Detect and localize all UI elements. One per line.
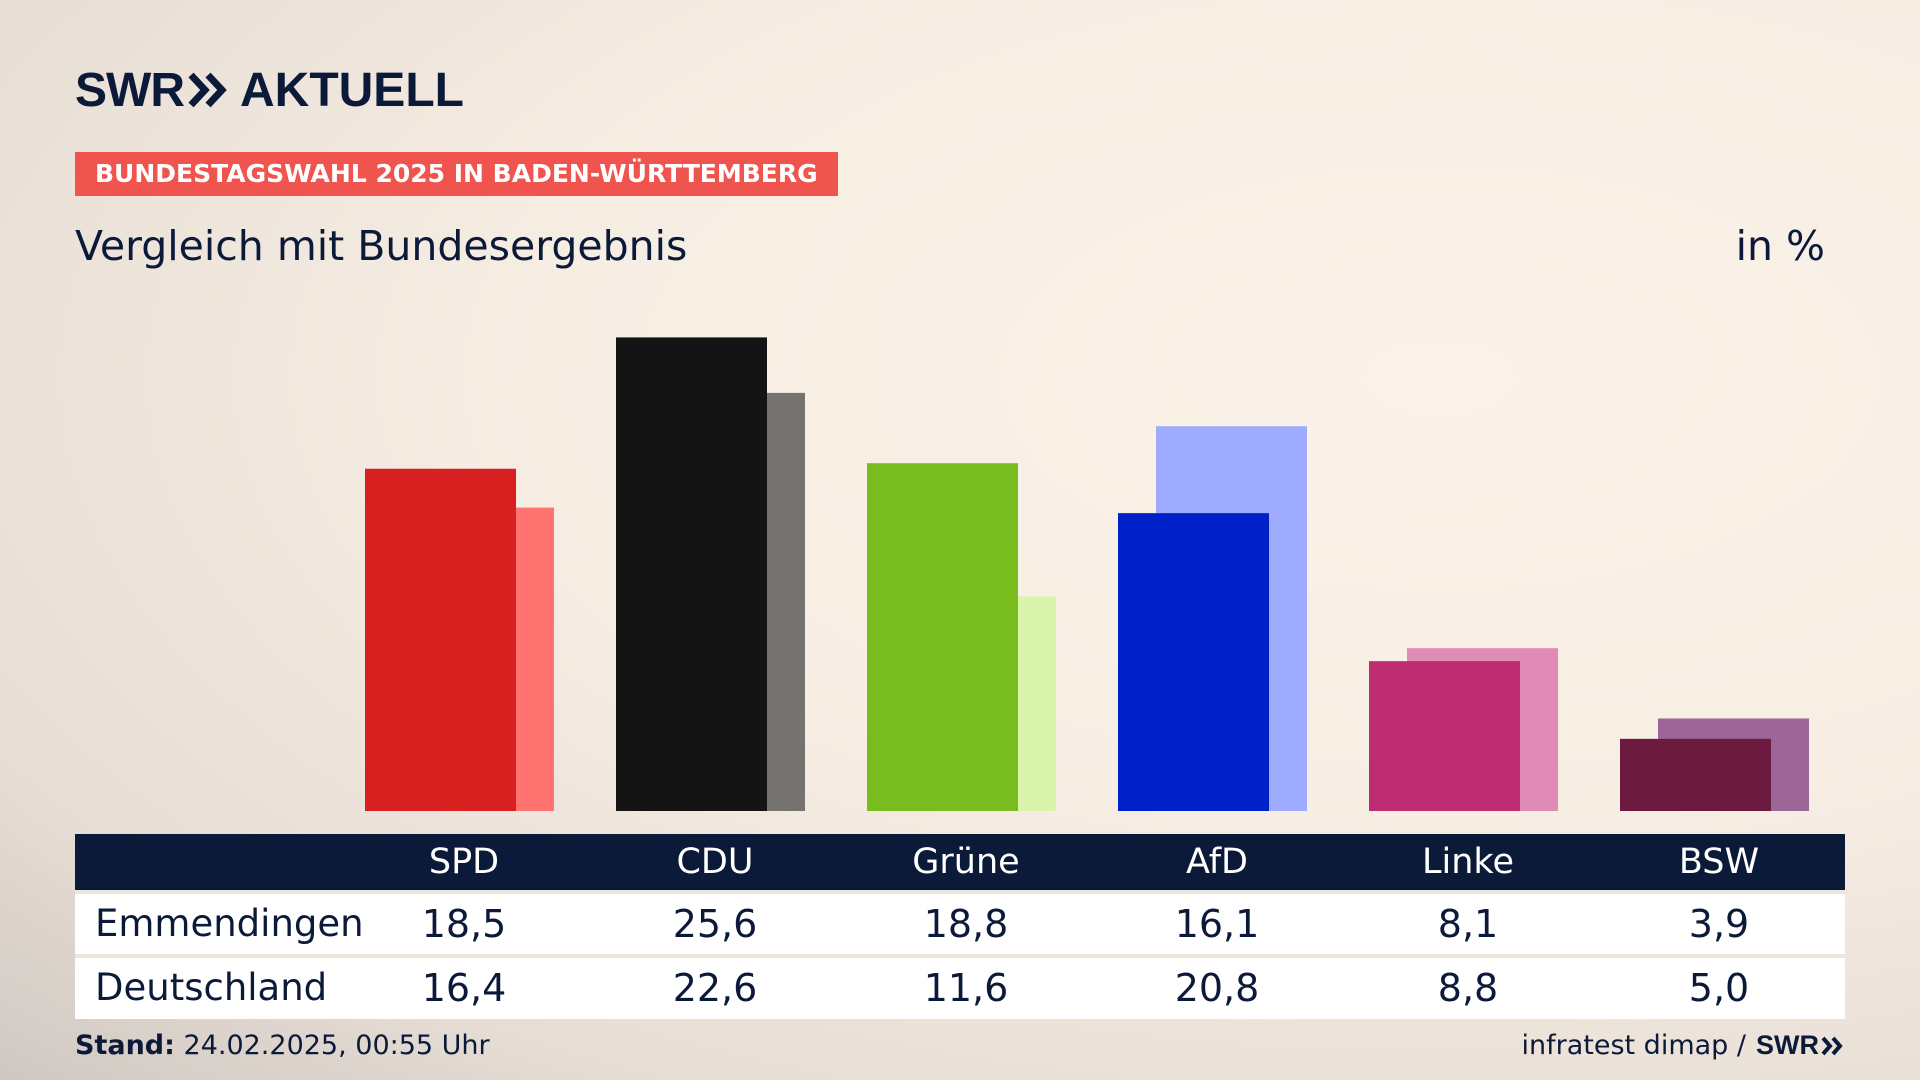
column-header-cdu: CDU — [676, 842, 754, 882]
source-text: infratest dimap / — [1521, 1030, 1746, 1061]
table-cell: 18,8 — [923, 902, 1009, 946]
unit-label: in % — [1735, 222, 1825, 270]
table-cell: 8,1 — [1437, 902, 1499, 946]
timestamp: Stand: 24.02.2025, 00:55 Uhr — [75, 1030, 490, 1061]
table-cell: 25,6 — [672, 902, 758, 946]
source-credit: infratest dimap / SWR — [1521, 1030, 1845, 1061]
stand-label: Stand: — [75, 1030, 175, 1061]
table-row-deutschland: Deutschland 16,4 22,6 11,6 20,8 8,8 5,0 — [75, 958, 1845, 1019]
bar-grüne-emmendingen — [867, 463, 1018, 811]
footer-chevron-icon — [1821, 1036, 1843, 1055]
bar-linke-emmendingen — [1369, 661, 1520, 811]
swr-aktuell-logo: SWR AKTUELL — [75, 64, 464, 117]
table-cell: 5,0 — [1688, 966, 1750, 1010]
column-header-bsw: BSW — [1678, 842, 1760, 882]
table-row-emmendingen: Emmendingen 18,5 25,6 18,8 16,1 8,1 3,9 — [75, 894, 1845, 954]
row-label: Emmendingen — [95, 902, 364, 945]
table-cell: 8,8 — [1437, 966, 1499, 1010]
table-cell: 18,5 — [421, 902, 507, 946]
column-header-grüne: Grüne — [912, 842, 1020, 882]
stand-value: 24.02.2025, 00:55 Uhr — [183, 1030, 490, 1061]
bar-bsw-emmendingen — [1620, 738, 1771, 811]
chart-title: Vergleich mit Bundesergebnis — [75, 222, 688, 270]
bar-cdu-emmendingen — [616, 337, 767, 811]
footer-swr-logo: SWR — [1756, 1030, 1819, 1060]
election-badge: BUNDESTAGSWAHL 2025 IN BADEN-WÜRTTEMBERG — [75, 152, 838, 196]
column-header-linke: Linke — [1422, 842, 1514, 882]
table-cell: 16,4 — [421, 966, 507, 1010]
bar-afd-emmendingen — [1118, 513, 1269, 811]
row-label: Deutschland — [95, 966, 328, 1009]
logo-aktuell-text: AKTUELL — [239, 63, 464, 117]
table-cell: 11,6 — [923, 966, 1009, 1010]
table-header-row: SPD CDU Grüne AfD Linke BSW — [75, 834, 1845, 890]
double-chevron-icon — [188, 72, 227, 108]
bar-spd-emmendingen — [365, 468, 516, 811]
table-cell: 3,9 — [1688, 902, 1750, 946]
logo-swr-text: SWR — [75, 63, 185, 117]
column-header-afd: AfD — [1186, 842, 1248, 882]
column-header-spd: SPD — [428, 842, 500, 882]
table-cell: 20,8 — [1174, 966, 1260, 1010]
table-cell: 16,1 — [1174, 902, 1260, 946]
results-table: SPD CDU Grüne AfD Linke BSW Emmendingen 18,5 2… — [75, 834, 1845, 1019]
table-cell: 22,6 — [672, 966, 758, 1010]
